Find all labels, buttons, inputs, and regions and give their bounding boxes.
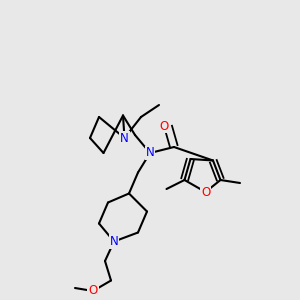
Text: O: O: [201, 185, 210, 199]
Text: N: N: [120, 131, 129, 145]
Text: N: N: [110, 235, 118, 248]
Text: O: O: [88, 284, 98, 298]
Text: O: O: [159, 119, 168, 133]
Text: N: N: [146, 146, 154, 160]
